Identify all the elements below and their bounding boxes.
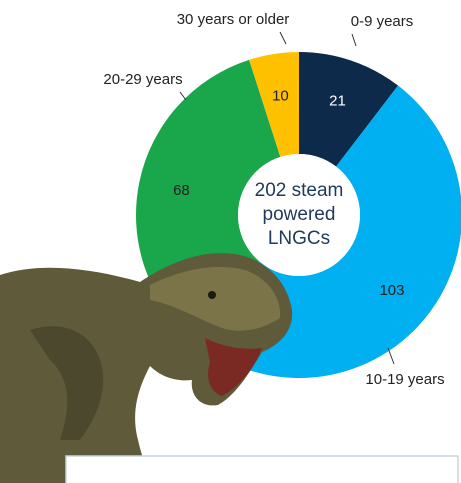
data-label: 103 — [379, 282, 404, 299]
leader-line — [279, 31, 287, 45]
data-label: 68 — [173, 182, 190, 199]
data-label: 10 — [272, 87, 289, 104]
category-label: 10-19 years — [365, 371, 444, 388]
data-label: 21 — [329, 92, 346, 109]
leader-line — [179, 91, 187, 101]
center-label: LNGCs — [268, 228, 330, 249]
dinosaur-image — [0, 253, 293, 483]
text-box — [65, 455, 459, 483]
center-label: powered — [263, 204, 336, 225]
donut: 21 103 68 10 202 steam powered LNGCs — [136, 52, 461, 378]
donut-hole — [238, 154, 360, 276]
center-label: 202 steam — [255, 180, 344, 201]
category-label: 0-9 years — [351, 13, 414, 30]
leader-line — [351, 33, 357, 47]
donut-slice — [249, 52, 299, 157]
category-label: 30 years or older — [177, 11, 290, 28]
leader-line — [387, 347, 395, 365]
donut-slice — [299, 52, 399, 167]
category-label: 20-29 years — [103, 71, 182, 88]
